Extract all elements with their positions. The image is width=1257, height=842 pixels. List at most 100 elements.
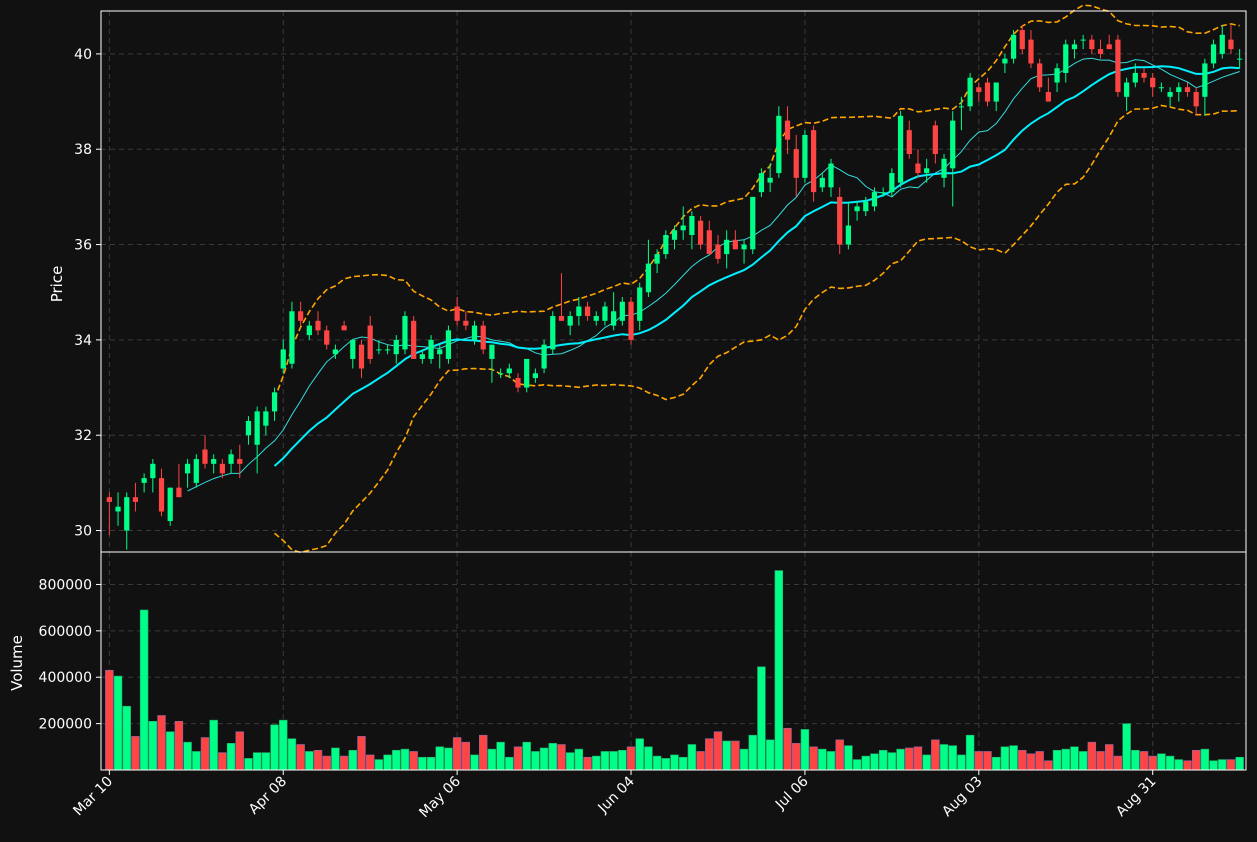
candle-body [854, 206, 860, 212]
volume-bar [157, 715, 166, 771]
candle-body [480, 325, 486, 350]
candle-body [1150, 77, 1156, 88]
candle-body [1167, 92, 1173, 97]
volume-tick-label: 400000 [39, 670, 92, 686]
volume-bar [861, 755, 870, 771]
candle-body [976, 87, 982, 93]
volume-bar [896, 748, 905, 771]
volume-bar [783, 727, 792, 771]
volume-bar [435, 746, 444, 771]
candle-body [784, 120, 791, 140]
candle-body [915, 163, 921, 174]
candle-body [871, 192, 878, 207]
volume-bar [148, 720, 158, 771]
candle-body [306, 325, 312, 336]
volume-bar [626, 746, 636, 771]
volume-bar [765, 739, 775, 771]
volume-bar [296, 744, 305, 771]
volume-bar [522, 741, 531, 771]
volume-bar [513, 746, 523, 771]
volume-bar [1122, 723, 1131, 771]
volume-bar [792, 743, 801, 771]
candle-body [645, 263, 652, 293]
volume-bar [496, 741, 505, 771]
volume-bar [687, 744, 697, 771]
volume-bar [722, 740, 731, 771]
volume-bar [365, 754, 375, 771]
volume-bar [948, 745, 957, 771]
price-tick-label: 30 [74, 524, 92, 540]
candle-body [1054, 68, 1060, 83]
candle-body [715, 244, 721, 259]
candle-body [932, 125, 938, 154]
candle-body [758, 173, 765, 193]
candle-body [332, 349, 339, 355]
candle-body [1002, 58, 1008, 64]
volume-bar [400, 748, 410, 771]
volume-y-ticks: 200000 400000 600000 800000 [39, 577, 101, 733]
volume-bar [713, 731, 723, 771]
volume-bar [165, 731, 175, 771]
candle-body [897, 115, 904, 183]
candle-body [419, 354, 425, 359]
volume-bar [313, 749, 323, 771]
candle-body [697, 220, 704, 245]
candle-body [280, 349, 286, 369]
volume-bar [1044, 760, 1053, 771]
volume-bar [609, 751, 618, 771]
volume-bar [844, 745, 853, 771]
candle-body [219, 463, 225, 474]
candle-body [1097, 49, 1104, 54]
volume-bar [1148, 755, 1157, 771]
candle-body [150, 463, 156, 479]
volume-bar [887, 752, 897, 771]
candle-body [471, 325, 478, 340]
volume-bar [426, 756, 436, 771]
candle-body [350, 339, 356, 359]
candle-body [793, 149, 799, 178]
price-tick-label: 32 [74, 428, 92, 444]
candle-body [463, 320, 469, 326]
candle-body [828, 163, 834, 188]
candle-body [132, 497, 139, 502]
volume-bar [252, 752, 262, 771]
volume-bar [418, 756, 427, 771]
volume-bar [652, 755, 662, 771]
candle-body [880, 192, 886, 194]
volume-bar [174, 720, 184, 771]
volume-bar [696, 751, 705, 771]
candle-body [445, 330, 452, 359]
volume-bar [913, 746, 923, 771]
candle-body [1228, 39, 1234, 50]
volume-bar [287, 738, 297, 771]
volume-tick-label: 800000 [39, 577, 92, 593]
candle-body [1193, 92, 1199, 107]
candle-body [863, 201, 869, 212]
candle-body [550, 316, 556, 350]
volume-bar [1078, 751, 1088, 771]
volume-bar [331, 747, 340, 771]
candle-body [941, 158, 947, 178]
volume-bar [705, 738, 714, 771]
volume-bar [339, 755, 349, 771]
volume-bar [878, 749, 888, 771]
candle-body [776, 115, 782, 174]
volume-bar [470, 754, 479, 771]
volume-bar [1096, 751, 1105, 771]
volume-bar [739, 748, 749, 771]
volume-bar [565, 752, 575, 771]
volume-bars [105, 570, 1244, 771]
candle-body [619, 301, 625, 321]
volume-grid [101, 552, 1246, 770]
volume-tick-label: 600000 [39, 624, 92, 640]
volume-bar [1183, 760, 1192, 771]
candle-body [298, 311, 304, 321]
candle-body [724, 239, 730, 255]
candle-body [1080, 39, 1086, 41]
candle-body [141, 478, 147, 483]
candle-body [767, 177, 773, 183]
candle-body [124, 497, 130, 531]
volume-bar [957, 754, 966, 771]
